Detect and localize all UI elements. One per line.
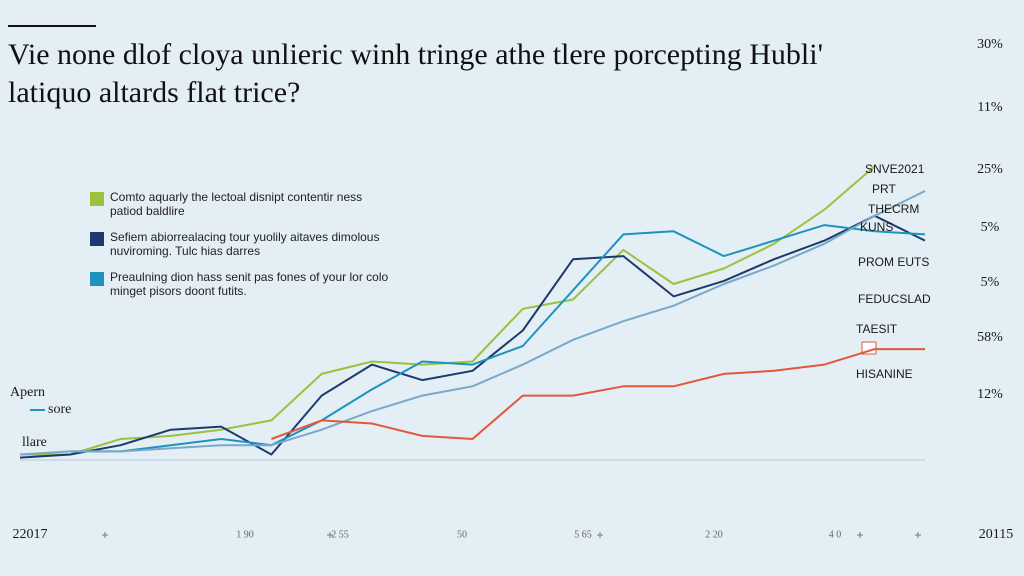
right-label: 5% bbox=[981, 275, 1000, 290]
legend-label: Preaulning dion hass senit pas fones of … bbox=[110, 270, 389, 298]
right-label: 12% bbox=[977, 387, 1003, 402]
legend-swatch bbox=[90, 232, 104, 246]
series-label: HISANINE bbox=[856, 367, 913, 381]
right-label: 11% bbox=[977, 100, 1002, 115]
x-label: 20115 bbox=[979, 527, 1013, 542]
legend-swatch bbox=[90, 272, 104, 286]
legend-entry: Preaulning dion hass senit pas fones of … bbox=[90, 270, 390, 298]
x-label: 2 20 bbox=[705, 529, 723, 540]
chart-title: Vie none dlof cloya unlieric winh tringe… bbox=[8, 38, 824, 109]
series-line bbox=[19, 190, 926, 456]
series-line bbox=[271, 348, 925, 440]
x-label: 1 90 bbox=[236, 529, 254, 540]
right-label: 58% bbox=[977, 330, 1003, 345]
x-label: 22017 bbox=[13, 527, 48, 542]
series-label: PRT bbox=[872, 182, 896, 196]
x-label: 2 55 bbox=[331, 529, 349, 540]
right-label: 30% bbox=[977, 37, 1003, 52]
series-label: SNVE2021 bbox=[865, 162, 925, 176]
series-label: PROM EUTS bbox=[858, 255, 929, 269]
legend-entry: Sefiem abiorrealacing tour yuolily aitav… bbox=[90, 230, 390, 258]
series-label: FEDUCSLAD bbox=[858, 292, 931, 306]
series-line bbox=[70, 224, 926, 453]
left-label: llare bbox=[22, 435, 47, 450]
series-line bbox=[19, 214, 926, 459]
legend-label: Sefiem abiorrealacing tour yuolily aitav… bbox=[110, 230, 380, 258]
right-label: 5% bbox=[981, 220, 1000, 235]
x-label: 4 0 bbox=[829, 529, 842, 540]
series-label: TAESIT bbox=[856, 322, 898, 336]
x-label: 5 65 bbox=[574, 529, 592, 540]
legend-label: Comto aquarly the lectoal disnipt conten… bbox=[110, 190, 363, 218]
series-label: KUNS bbox=[860, 220, 893, 234]
x-label: 50 bbox=[457, 529, 467, 540]
legend: Comto aquarly the lectoal disnipt conten… bbox=[90, 190, 390, 310]
legend-swatch bbox=[90, 192, 104, 206]
legend-entry: Comto aquarly the lectoal disnipt conten… bbox=[90, 190, 390, 218]
left-label: sore bbox=[48, 402, 71, 417]
series-label: THECRM bbox=[868, 202, 919, 216]
left-label: Apern bbox=[10, 385, 45, 400]
right-label: 25% bbox=[977, 162, 1003, 177]
